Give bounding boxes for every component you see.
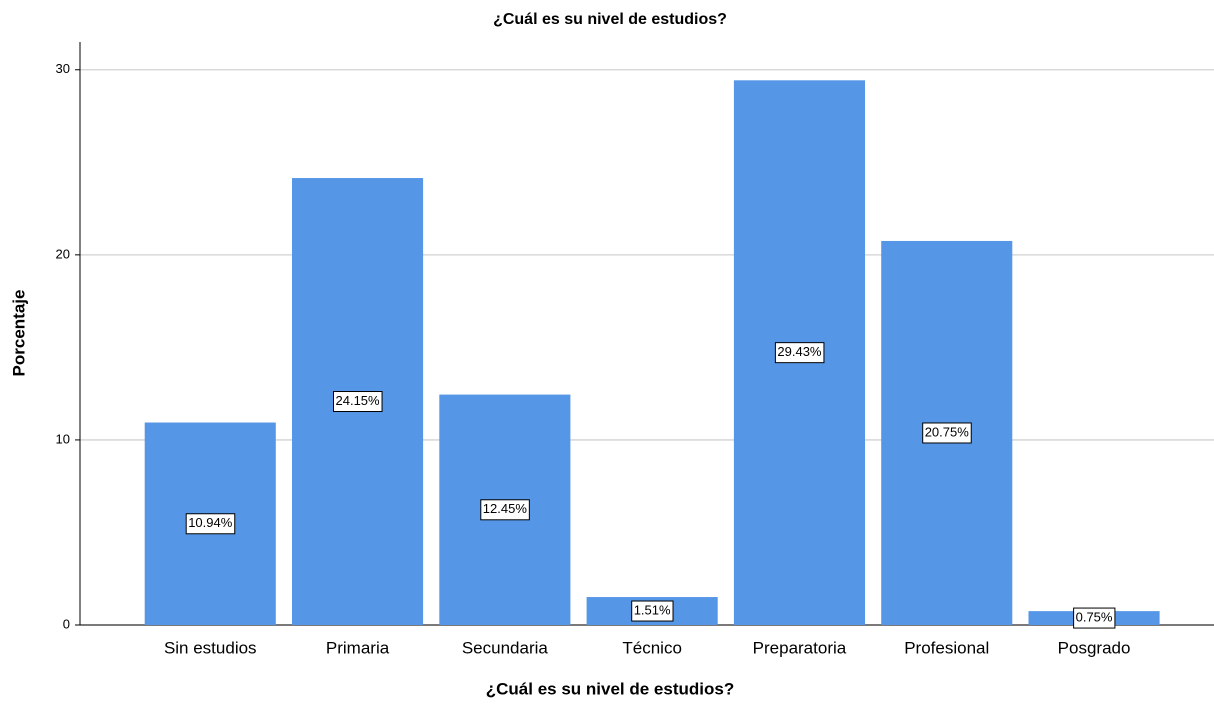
x-tick-label: Secundaria bbox=[462, 638, 549, 657]
value-label: 1.51% bbox=[634, 602, 671, 617]
x-tick-label: Primaria bbox=[326, 638, 390, 657]
x-tick-label: Técnico bbox=[622, 638, 682, 657]
value-label: 29.43% bbox=[777, 344, 822, 359]
value-label-box bbox=[185, 513, 236, 535]
value-label-box bbox=[1073, 607, 1116, 629]
y-tick-label: 20 bbox=[56, 246, 70, 261]
value-label: 0.75% bbox=[1076, 609, 1113, 624]
value-label: 12.45% bbox=[483, 501, 528, 516]
value-label-box bbox=[480, 499, 530, 521]
value-label-box bbox=[774, 342, 825, 364]
y-tick-label: 10 bbox=[56, 431, 70, 446]
value-label-box bbox=[922, 422, 972, 444]
x-tick-label: Preparatoria bbox=[753, 638, 847, 657]
x-axis-label: ¿Cuál es su nivel de estudios? bbox=[486, 679, 734, 698]
value-label: 20.75% bbox=[925, 424, 970, 439]
x-tick-label: Posgrado bbox=[1058, 638, 1131, 657]
value-label-box bbox=[333, 391, 383, 413]
y-tick-label: 0 bbox=[63, 616, 70, 631]
x-tick-label: Profesional bbox=[904, 638, 989, 657]
value-label: 10.94% bbox=[188, 515, 233, 530]
chart-title: ¿Cuál es su nivel de estudios? bbox=[493, 11, 727, 28]
x-tick-label: Sin estudios bbox=[164, 638, 257, 657]
y-axis-label: Porcentaje bbox=[9, 290, 28, 377]
value-label-box bbox=[631, 600, 674, 622]
y-tick-label: 30 bbox=[56, 61, 70, 76]
value-label: 24.15% bbox=[336, 393, 381, 408]
